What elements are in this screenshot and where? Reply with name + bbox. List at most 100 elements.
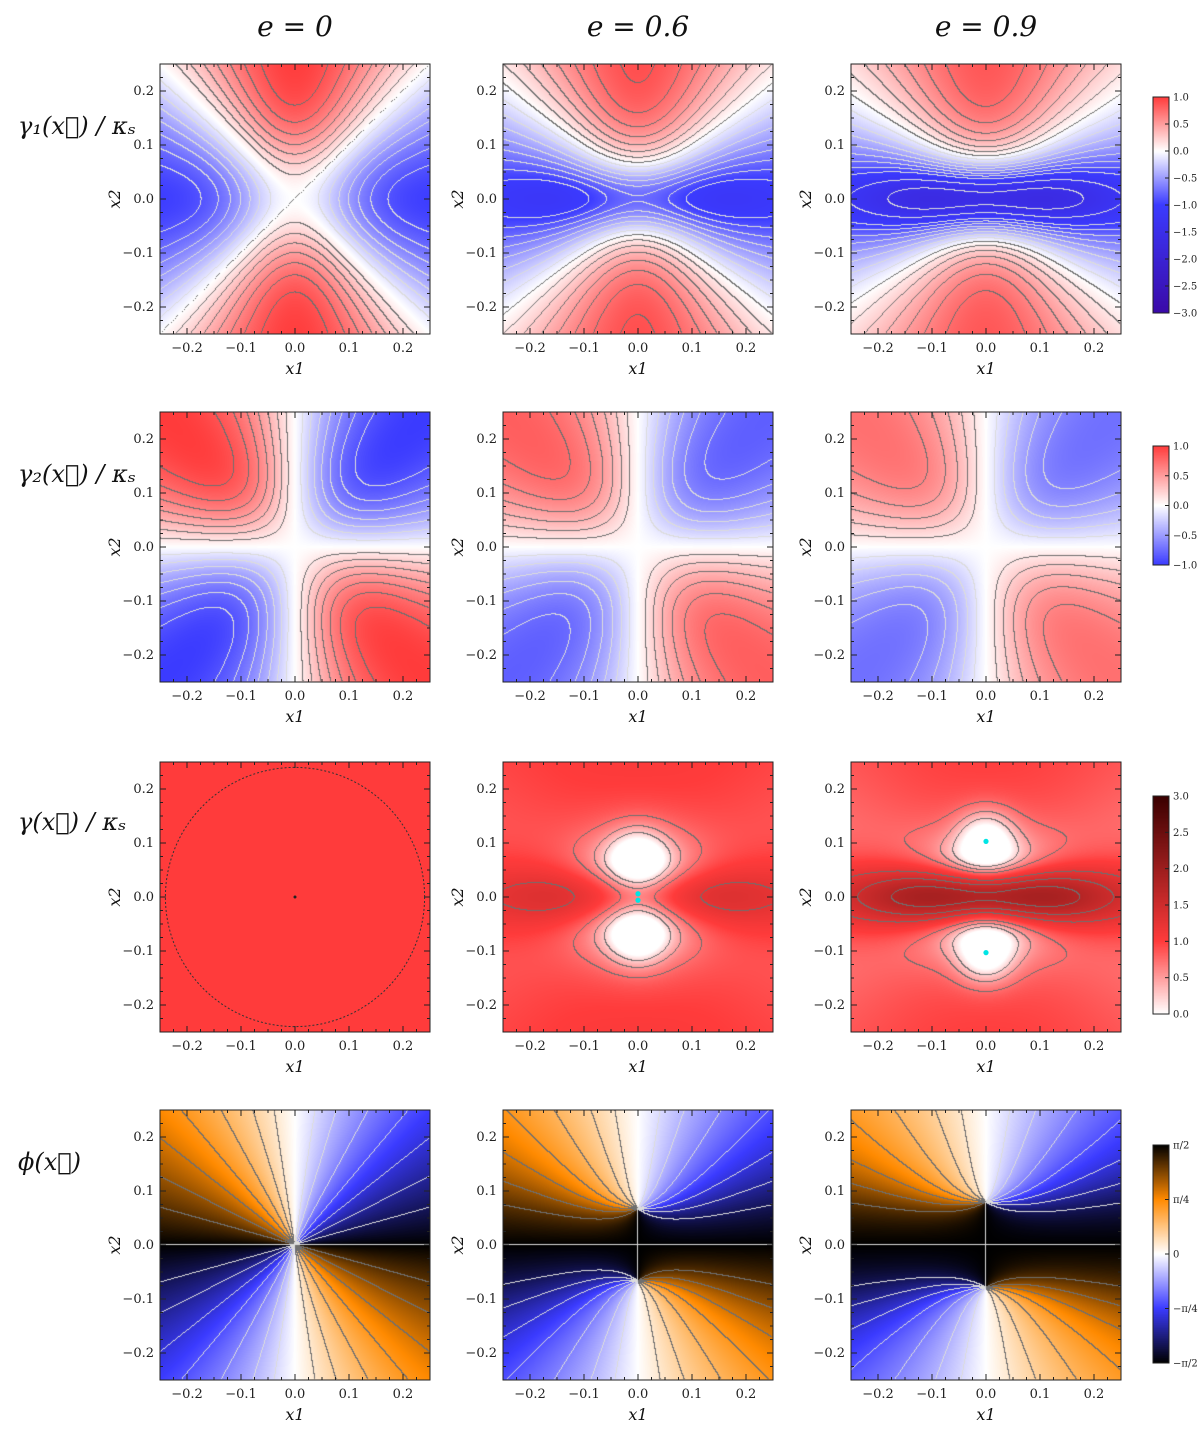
axes-frame — [850, 411, 1122, 683]
heatmap-r2-c2 — [851, 762, 1121, 1032]
row-label-gamma1: γ₁(x⃗) / κₛ — [18, 112, 136, 140]
x-tick-label: −0.2 — [514, 689, 546, 704]
y-tick-label: −0.2 — [813, 648, 845, 663]
x-tick-label: −0.1 — [225, 1387, 257, 1402]
umbilic-marker — [635, 897, 641, 903]
heatmap-r1-c1 — [503, 412, 773, 682]
center-point — [293, 895, 297, 899]
y-tick-label: 0.2 — [133, 84, 154, 99]
x-axis-label: x1 — [285, 707, 304, 726]
heatmap-r2-c1 — [503, 762, 773, 1032]
y-tick-label: −0.1 — [465, 1292, 497, 1307]
y-tick-label: 0.2 — [133, 432, 154, 447]
y-tick-label: 0.0 — [824, 1238, 845, 1253]
column-title-e06: e = 0.6 — [586, 10, 690, 43]
x-axis-label: x1 — [285, 1057, 304, 1076]
y-tick-label: −0.2 — [122, 300, 154, 315]
x-tick-label: −0.2 — [171, 341, 203, 356]
y-tick-label: −0.1 — [813, 944, 845, 959]
x-axis-label: x1 — [976, 359, 995, 378]
y-tick-label: 0.0 — [824, 890, 845, 905]
colorbar-tick-label: −1.5 — [1173, 228, 1197, 239]
y-tick-label: 0.2 — [824, 432, 845, 447]
x-tick-label: −0.2 — [862, 1387, 894, 1402]
x-tick-label: −0.2 — [514, 1387, 546, 1402]
axes-frame — [502, 1109, 774, 1381]
x-tick-label: 0.2 — [1084, 341, 1105, 356]
x-tick-label: −0.1 — [916, 689, 948, 704]
colorbar-tick-label: −1.0 — [1173, 201, 1197, 212]
y-tick-label: 0.0 — [476, 540, 497, 555]
x-tick-label: 0.1 — [339, 689, 360, 704]
x-tick-label: 0.0 — [628, 689, 649, 704]
y-tick-label: −0.2 — [465, 300, 497, 315]
y-tick-label: −0.2 — [465, 648, 497, 663]
colorbar-r2 — [1153, 796, 1169, 1014]
x-tick-label: 0.1 — [1030, 341, 1051, 356]
y-tick-label: −0.2 — [122, 1346, 154, 1361]
y-tick-label: 0.2 — [133, 782, 154, 797]
x-tick-label: 0.0 — [285, 341, 306, 356]
x-tick-label: 0.2 — [736, 341, 757, 356]
axes-frame — [502, 761, 774, 1033]
y-tick-label: 0.1 — [824, 836, 845, 851]
colorbar-tick-label: 1.0 — [1173, 93, 1189, 104]
y-tick-label: 0.1 — [133, 486, 154, 501]
y-axis-label: x2 — [796, 537, 815, 556]
x-tick-label: 0.2 — [1084, 1387, 1105, 1402]
y-axis-label: x2 — [796, 189, 815, 208]
colorbar-tick-label: 3.0 — [1173, 792, 1189, 803]
row-label-gamma: γ(x⃗) / κₛ — [18, 808, 127, 836]
umbilic-marker — [635, 891, 641, 897]
y-tick-label: −0.1 — [465, 594, 497, 609]
heatmap-r1-c2 — [851, 412, 1121, 682]
x-tick-label: −0.1 — [568, 1387, 600, 1402]
y-axis-label: x2 — [105, 537, 124, 556]
y-tick-label: −0.2 — [813, 300, 845, 315]
x-tick-label: 0.2 — [736, 1387, 757, 1402]
colorbar-tick-label: −0.5 — [1173, 531, 1197, 542]
y-tick-label: 0.2 — [476, 1130, 497, 1145]
colorbar-tick-label: 2.5 — [1173, 828, 1189, 839]
y-axis-label: x2 — [105, 1235, 124, 1254]
x-tick-label: 0.0 — [976, 1039, 997, 1054]
x-axis-label: x1 — [628, 359, 647, 378]
colorbar-tick-label: −0.5 — [1173, 174, 1197, 185]
y-tick-label: 0.2 — [133, 1130, 154, 1145]
y-tick-label: 0.1 — [476, 138, 497, 153]
colorbar-tick-label: 2.0 — [1173, 864, 1189, 875]
x-axis-label: x1 — [285, 1405, 304, 1424]
y-tick-label: 0.0 — [133, 540, 154, 555]
y-tick-label: 0.1 — [476, 486, 497, 501]
axes-frame — [159, 1109, 431, 1381]
colorbar-tick-label: 0.5 — [1173, 471, 1189, 482]
x-tick-label: 0.1 — [1030, 689, 1051, 704]
y-axis-label: x2 — [448, 537, 467, 556]
y-tick-label: −0.2 — [813, 1346, 845, 1361]
y-axis-label: x2 — [448, 887, 467, 906]
colorbar-tick-label: 1.0 — [1173, 937, 1189, 948]
y-tick-label: 0.0 — [133, 192, 154, 207]
x-tick-label: −0.2 — [171, 689, 203, 704]
colorbar-tick-label: −3.0 — [1173, 309, 1197, 320]
y-tick-label: 0.2 — [824, 782, 845, 797]
x-tick-label: 0.1 — [339, 1387, 360, 1402]
x-tick-label: 0.2 — [393, 689, 414, 704]
colorbar-tick-label: 1.0 — [1173, 442, 1189, 453]
x-tick-label: 0.1 — [339, 1039, 360, 1054]
y-tick-label: 0.2 — [476, 432, 497, 447]
y-tick-label: 0.1 — [133, 836, 154, 851]
x-tick-label: −0.1 — [225, 689, 257, 704]
x-tick-label: 0.0 — [628, 341, 649, 356]
y-axis-label: x2 — [105, 887, 124, 906]
x-tick-label: −0.2 — [514, 341, 546, 356]
y-axis-label: x2 — [105, 189, 124, 208]
y-axis-label: x2 — [796, 887, 815, 906]
x-axis-label: x1 — [628, 707, 647, 726]
y-tick-label: −0.1 — [813, 1292, 845, 1307]
y-tick-label: −0.1 — [465, 944, 497, 959]
y-tick-label: 0.1 — [824, 486, 845, 501]
y-tick-label: 0.0 — [824, 540, 845, 555]
x-tick-label: −0.1 — [225, 341, 257, 356]
